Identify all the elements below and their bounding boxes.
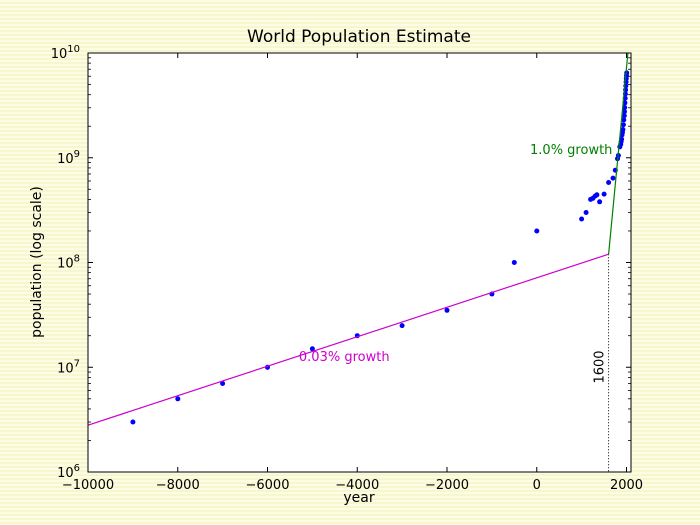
y-tick-label: 107 [57,358,80,376]
data-point [583,210,589,215]
x-tick-label: 2000 [610,478,643,493]
vline-label: 1600 [593,350,608,383]
data-point [621,117,627,123]
data-point [621,113,627,119]
data-point [130,419,136,425]
y-axis-label: population (log scale) [29,186,45,338]
x-tick-label: −6000 [246,478,290,493]
data-point [619,136,625,142]
data-point [594,192,600,198]
chart-title: World Population Estimate [247,27,471,47]
data-point [622,105,628,110]
y-tick-label: 1010 [51,44,80,62]
y-tick-label: 106 [57,463,80,481]
x-tick-label: −2000 [425,478,469,493]
x-tick-label: −8000 [156,478,200,493]
data-point [444,307,450,313]
data-point [610,175,616,181]
data-point [601,191,607,197]
y-tick-label: 109 [57,149,80,167]
data-point [534,228,540,234]
data-point [399,323,405,329]
data-point [620,122,626,128]
plot-area [88,53,631,472]
growth-line-2 [608,52,629,255]
growth-annotation: 1.0% growth [530,143,612,158]
data-point [606,180,612,185]
x-tick-label: 0 [533,478,541,493]
data-point [622,109,627,115]
growth-annotation: 0.03% growth [299,350,390,365]
data-point [579,216,585,222]
data-point [220,381,226,386]
growth-line-1 [87,253,609,426]
data-point [597,199,603,205]
x-axis-label: year [343,490,374,506]
x-tick-label: −4000 [335,478,379,493]
y-tick-label: 108 [57,254,80,272]
data-point [175,396,181,402]
data-point [511,260,517,265]
x-tick-label: −10000 [62,478,114,493]
data-point [309,346,315,352]
data-point [620,127,626,132]
